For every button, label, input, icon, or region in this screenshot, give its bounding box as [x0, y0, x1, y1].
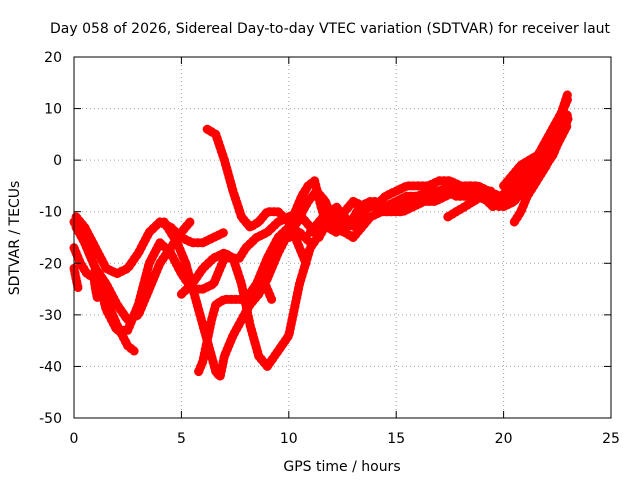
y-tick-label: -30 [39, 308, 62, 324]
y-tick-label: -10 [39, 205, 62, 221]
series-markers-17 [499, 93, 573, 191]
x-tick-label: 20 [495, 431, 513, 447]
data-series [69, 88, 573, 382]
series-markers-10 [256, 269, 277, 304]
x-tick-label: 5 [177, 431, 186, 447]
series-markers-16 [509, 114, 571, 227]
y-tick-label: -50 [39, 411, 62, 427]
x-tick-label: 25 [602, 431, 620, 447]
series-markers-4 [69, 263, 83, 294]
series-markers-14 [305, 88, 573, 242]
y-tick-label: -20 [39, 256, 62, 272]
y-axis-label: SDTVAR / TECUs [7, 181, 23, 296]
series-markers-5 [88, 269, 103, 304]
x-tick-label: 0 [70, 431, 79, 447]
series-markers-15 [443, 186, 496, 222]
x-tick-label: 15 [387, 431, 405, 447]
series-markers-1 [71, 212, 229, 279]
axis-ticks: 0 5 10 15 20 25 -50 -40 -30 -20 -10 0 10 20 [39, 50, 620, 447]
series-markers-11 [284, 109, 573, 242]
x-axis-label: GPS time / hours [283, 459, 400, 475]
grid-lines [74, 57, 611, 418]
y-tick-label: 0 [53, 153, 62, 169]
y-tick-label: 20 [44, 50, 62, 66]
chart-title: Day 058 of 2026, Sidereal Day-to-day VTE… [50, 21, 611, 37]
x-tick-label: 10 [280, 431, 298, 447]
y-tick-label: 10 [44, 102, 62, 118]
y-tick-label: -40 [39, 359, 62, 375]
series-markers-7 [176, 227, 326, 371]
plot-frame [73, 56, 612, 419]
